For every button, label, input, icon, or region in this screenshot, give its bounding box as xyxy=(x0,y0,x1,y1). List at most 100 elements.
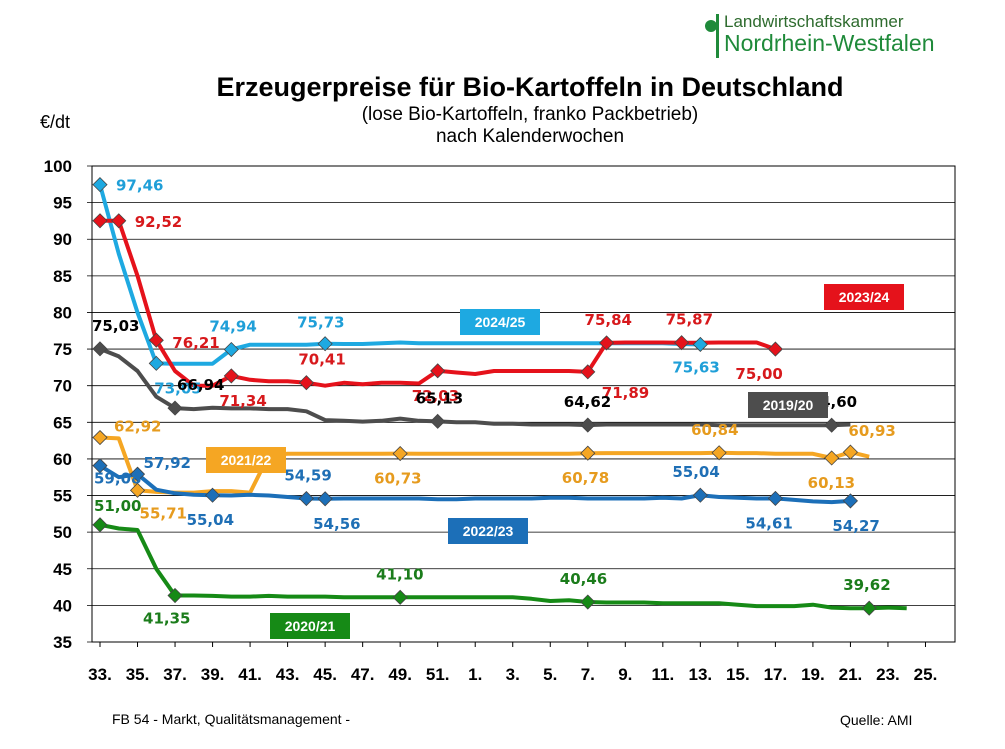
y-tick-label: 35 xyxy=(53,633,72,652)
data-label: 64,62 xyxy=(564,393,611,411)
x-tick-label: 23. xyxy=(876,665,900,684)
x-tick-label: 47. xyxy=(351,665,375,684)
data-point-marker xyxy=(824,450,840,466)
data-point-marker xyxy=(167,587,183,604)
chart-subtitle-line1: (lose Bio-Kartoffeln, franko Packbetrieb… xyxy=(361,104,699,125)
data-point-marker xyxy=(842,493,859,509)
data-label: 55,04 xyxy=(187,511,234,529)
logo-line2: Nordrhein-Westfalen xyxy=(724,30,935,56)
data-point-marker xyxy=(711,445,727,461)
x-tick-label: 7. xyxy=(581,665,595,684)
x-tick-label: 49. xyxy=(388,665,412,684)
data-label: 59,08 xyxy=(94,470,141,488)
data-point-marker xyxy=(167,400,183,416)
data-label: 73,05 xyxy=(154,379,201,397)
data-point-marker xyxy=(223,368,239,384)
data-point-marker xyxy=(767,490,783,506)
data-point-marker xyxy=(861,600,877,616)
series-line-2019-20 xyxy=(99,347,851,428)
series-name-box xyxy=(206,447,286,473)
data-label: 75,87 xyxy=(666,311,713,329)
series-line-2020-21 xyxy=(99,522,907,611)
series-name-box xyxy=(448,518,528,544)
data-label: 60,73 xyxy=(374,470,421,488)
data-label: 70,41 xyxy=(298,351,345,369)
x-tick-label: 41. xyxy=(238,665,262,684)
data-point-marker xyxy=(767,341,783,357)
data-point-marker xyxy=(129,482,146,498)
data-label: 62,92 xyxy=(114,418,161,436)
data-label: 41,10 xyxy=(376,565,423,583)
y-tick-label: 50 xyxy=(53,523,72,542)
footer-source: Quelle: AMI xyxy=(840,712,913,728)
y-tick-label: 65 xyxy=(53,413,72,432)
series-name-label: 2020/21 xyxy=(285,618,336,634)
data-label: 57,92 xyxy=(144,454,191,472)
series-name-label: 2019/20 xyxy=(763,397,814,413)
series-name-box xyxy=(270,613,350,639)
data-point-marker xyxy=(580,445,596,461)
data-point-marker xyxy=(430,363,446,379)
series-line-2022-23 xyxy=(98,463,851,505)
y-tick-label: 90 xyxy=(53,230,72,249)
logo: Landwirtschaftskammer Nordrhein-Westfale… xyxy=(700,10,1000,60)
x-tick-label: 33. xyxy=(88,665,112,684)
data-point-marker xyxy=(580,364,596,380)
x-tick-label: 51. xyxy=(426,665,450,684)
chart-subtitle-line2: nach Kalenderwochen xyxy=(435,126,625,147)
data-label: 75,03 xyxy=(92,317,139,335)
data-point-marker xyxy=(92,341,108,357)
data-point-marker xyxy=(392,589,408,605)
y-tick-label: 60 xyxy=(53,450,72,469)
data-label: 71,34 xyxy=(219,392,266,410)
x-tick-label: 25. xyxy=(914,665,938,684)
data-point-marker xyxy=(692,487,708,503)
data-label: 60,78 xyxy=(562,469,609,487)
data-label: 54,59 xyxy=(284,467,331,485)
series-name-box xyxy=(748,392,828,418)
data-label: 97,46 xyxy=(116,177,163,195)
data-label: 41,35 xyxy=(143,609,190,627)
x-tick-label: 3. xyxy=(506,665,520,684)
data-label: 54,61 xyxy=(745,514,792,532)
series-line-2021-22 xyxy=(99,435,870,495)
data-point-marker xyxy=(824,417,840,433)
data-point-marker xyxy=(223,341,239,358)
data-label: 75,73 xyxy=(297,314,344,332)
data-point-marker xyxy=(580,594,596,610)
data-label: 66,94 xyxy=(177,376,224,394)
data-label: 75,00 xyxy=(735,365,782,383)
data-label: 54,27 xyxy=(832,517,879,535)
data-point-marker xyxy=(674,335,690,351)
logo-line1: Landwirtschaftskammer xyxy=(724,12,904,31)
data-label: 55,71 xyxy=(140,504,187,522)
y-axis-unit: €/dt xyxy=(40,112,71,132)
y-tick-label: 75 xyxy=(53,340,72,359)
data-point-marker xyxy=(298,375,314,391)
y-tick-label: 45 xyxy=(53,560,72,579)
x-tick-label: 37. xyxy=(163,665,187,684)
data-point-marker xyxy=(692,336,708,353)
y-tick-label: 55 xyxy=(53,487,72,506)
data-point-marker xyxy=(580,417,596,433)
data-label: 60,93 xyxy=(848,422,895,440)
x-tick-label: 1. xyxy=(468,665,482,684)
data-point-marker xyxy=(92,429,108,446)
data-point-marker xyxy=(148,355,164,371)
footer-department: FB 54 - Markt, Qualitätsmanagement - xyxy=(112,711,351,727)
data-label: 51,00 xyxy=(94,497,141,515)
series-name-box xyxy=(460,309,540,335)
data-point-marker xyxy=(204,487,221,503)
y-tick-label: 100 xyxy=(44,157,72,176)
series-name-label: 2022/23 xyxy=(463,523,514,539)
data-point-marker xyxy=(129,466,146,482)
data-label: 92,52 xyxy=(135,213,182,231)
data-point-marker xyxy=(92,458,108,474)
data-point-marker xyxy=(92,177,108,193)
chart-subtitle: (lose Bio-Kartoffeln, franko Packbetrieb… xyxy=(280,104,780,148)
x-tick-label: 43. xyxy=(276,665,300,684)
data-label: 54,56 xyxy=(313,515,360,533)
data-label: 75,84 xyxy=(585,311,632,329)
data-point-marker xyxy=(842,444,859,460)
